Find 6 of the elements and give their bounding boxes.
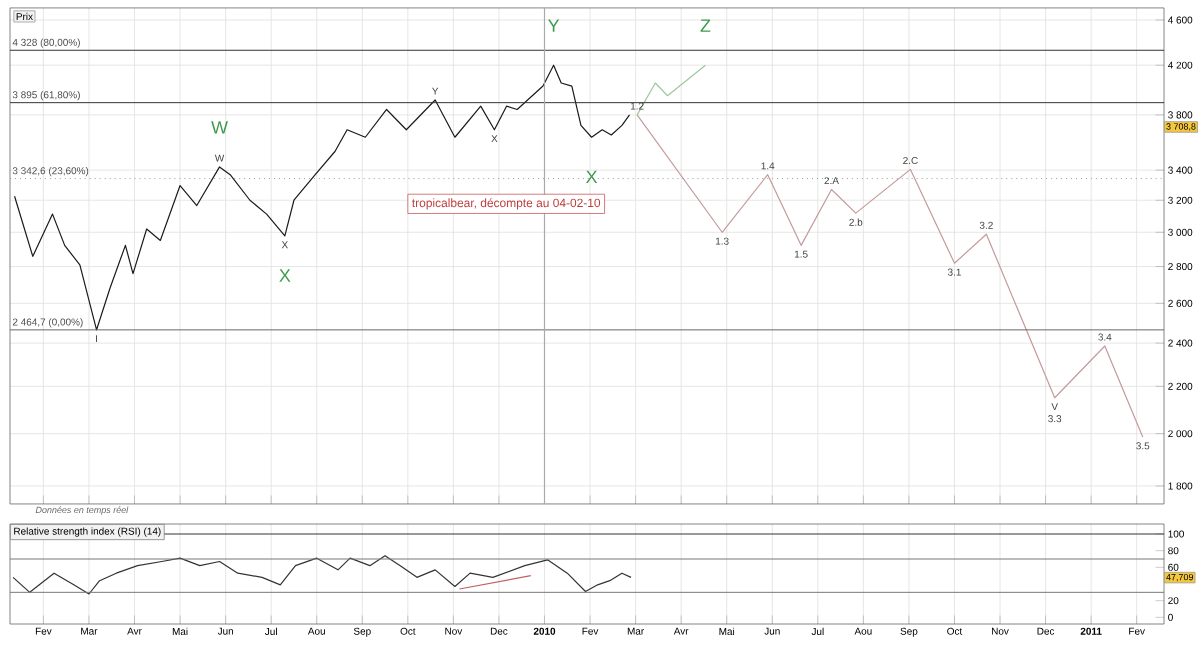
annotation: X [586, 170, 598, 183]
annotation: X [279, 269, 291, 282]
annotation: Y [548, 19, 560, 32]
annotation: W [211, 121, 228, 134]
line-series [636, 114, 1144, 438]
annotation: Z [700, 19, 711, 32]
